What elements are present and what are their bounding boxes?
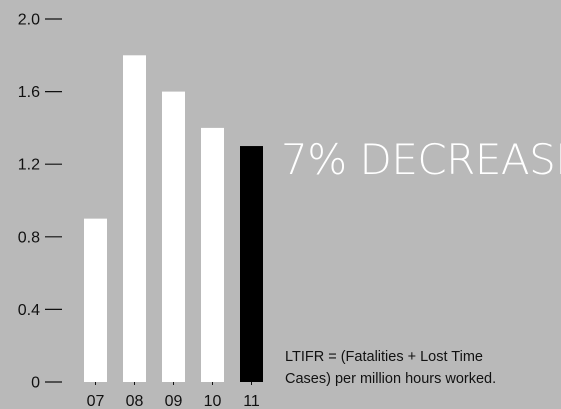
bar-11 [240, 146, 263, 382]
y-tick-label: 0.4 [18, 302, 40, 319]
y-tick-label: 1.2 [18, 157, 40, 174]
ltifr-footnote: LTIFR = (Fatalities + Lost Time Cases) p… [285, 346, 559, 390]
bar-series [84, 55, 263, 383]
y-tick-label: 2.0 [18, 12, 40, 29]
bar-10 [201, 127, 224, 383]
x-tick-label: 09 [165, 393, 183, 409]
x-axis: 07 08 09 10 11 [87, 382, 260, 409]
decrease-callout: 7% DECREASE [281, 135, 561, 184]
x-tick-label: 11 [243, 393, 260, 409]
y-tick-label: 0.8 [18, 229, 40, 246]
x-tick-label: 08 [126, 393, 144, 409]
bar-08 [123, 55, 146, 383]
footnote-line-1: LTIFR = (Fatalities + Lost Time [285, 349, 483, 365]
x-tick-label: 10 [204, 393, 222, 409]
bar-07 [84, 218, 107, 382]
bar-09 [162, 91, 185, 382]
footnote-line-2: Cases) per million hours worked. [285, 371, 497, 387]
x-tick-label: 07 [87, 393, 105, 409]
y-axis: 0 0.4 0.8 1.2 1.6 2.0 [18, 12, 62, 392]
y-tick-label: 1.6 [18, 84, 40, 101]
y-tick-label: 0 [31, 375, 40, 392]
